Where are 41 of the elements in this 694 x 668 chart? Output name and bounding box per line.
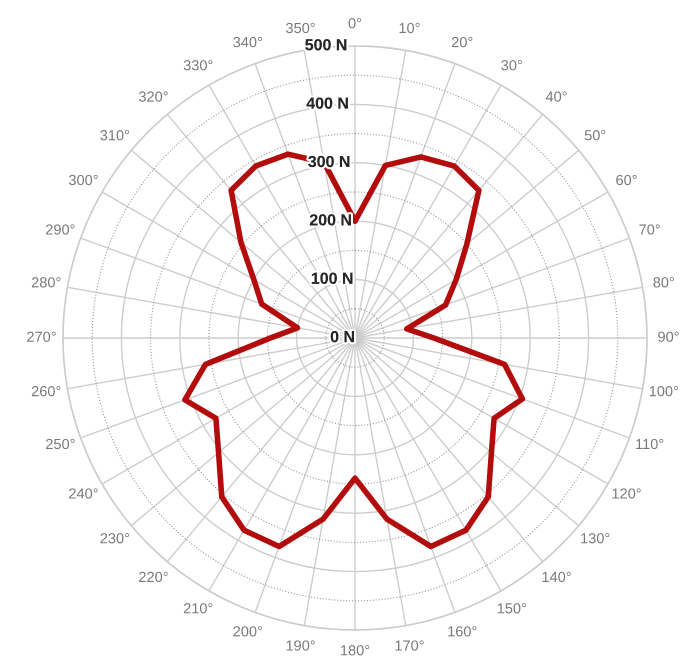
spoke-label: 90° (658, 332, 679, 342)
spoke-label: 70° (639, 224, 660, 235)
spoke-label: 130° (581, 533, 610, 544)
spoke-label: 300° (68, 174, 98, 186)
spoke-label: 210° (184, 603, 212, 614)
spoke-label: 260° (32, 386, 60, 396)
spoke-label: 270° (27, 332, 56, 342)
spoke-label: 150° (498, 603, 526, 614)
y-tick-label: 100 N (312, 272, 352, 284)
spoke-label: 50° (584, 130, 606, 140)
y-tick-label: 0 N (330, 330, 354, 342)
y-tick-label: 400 N (306, 97, 348, 109)
spoke-label: 340° (233, 36, 262, 48)
spoke-label: 80° (653, 277, 674, 288)
spoke-label: 100° (650, 386, 678, 396)
spoke-label: 0° (348, 18, 362, 28)
spoke-label: 330° (184, 60, 212, 70)
spoke-label: 160° (448, 626, 476, 637)
spoke-label: 30° (501, 60, 522, 70)
spoke-label: 110° (636, 438, 664, 450)
spoke-label: 170° (395, 640, 424, 651)
spoke-label: 290° (46, 224, 75, 235)
spoke-label: 40° (546, 91, 567, 102)
y-tick-label: 200 N (310, 214, 351, 226)
spoke-label: 240° (69, 488, 98, 499)
y-tick-label: 500 N (305, 39, 346, 50)
spoke-label: 140° (542, 572, 571, 582)
spoke-label: 310° (100, 130, 130, 140)
spoke-label: 280° (32, 277, 60, 288)
spoke-label: 20° (452, 36, 472, 48)
spoke-label: 320° (138, 91, 168, 102)
spoke-label: 180° (341, 645, 370, 656)
spoke-label: 190° (286, 640, 315, 651)
spoke-label: 220° (139, 572, 168, 582)
spoke-label: 200° (233, 626, 262, 637)
spoke-label: 60° (616, 174, 637, 186)
spoke-label: 350° (286, 22, 315, 34)
spoke-label: 10° (400, 22, 420, 34)
spoke-label: 250° (46, 438, 75, 450)
spoke-label: 230° (100, 533, 130, 544)
spoke-label: 120° (612, 488, 641, 499)
